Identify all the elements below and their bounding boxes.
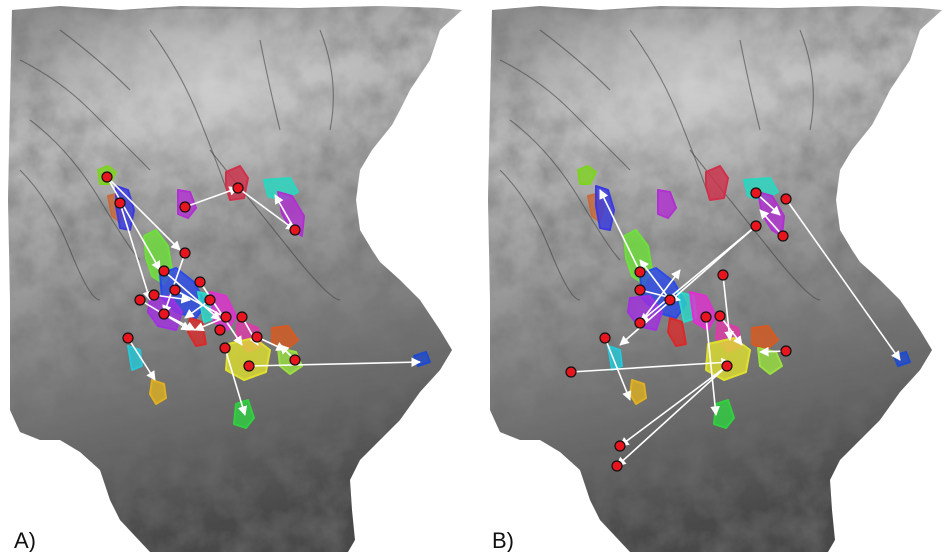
origin-point <box>664 294 676 306</box>
origin-point <box>777 230 789 242</box>
movement-arrow <box>163 270 221 321</box>
origin-point <box>158 308 170 320</box>
origin-point <box>232 182 244 194</box>
zone-polygon <box>751 325 779 351</box>
panel-b: B) <box>488 6 942 552</box>
origin-point <box>611 460 623 472</box>
movement-arrow <box>570 357 731 373</box>
origin-point <box>169 284 181 296</box>
origin-point <box>179 201 191 213</box>
movement-arrow <box>785 198 901 361</box>
origin-point <box>236 311 248 323</box>
origin-point <box>634 317 646 329</box>
origin-point <box>614 440 626 452</box>
origin-point <box>219 342 231 354</box>
movement-arrow <box>106 176 161 271</box>
origin-point <box>214 324 226 336</box>
origin-point <box>243 360 255 372</box>
movement-arrow <box>248 357 421 368</box>
movement-arrow <box>153 294 191 304</box>
origin-point <box>204 294 216 306</box>
origin-point <box>158 265 170 277</box>
movement-arrow <box>616 365 728 467</box>
movement-arrow <box>274 194 296 231</box>
movement-arrow <box>162 252 186 315</box>
movement-arrow <box>106 176 181 251</box>
movement-arrow <box>599 189 641 273</box>
zone-polygon <box>667 317 687 347</box>
origin-point <box>714 310 726 322</box>
movement-arrow <box>619 365 728 447</box>
origin-point <box>251 331 263 343</box>
movement-arrow <box>639 269 681 324</box>
origin-point <box>634 284 646 296</box>
river-network <box>499 29 821 301</box>
zone-polygon <box>149 379 167 405</box>
highland-shading <box>10 8 440 260</box>
panel-label: B) <box>492 528 514 552</box>
origin-point <box>148 289 160 301</box>
movement-arrow <box>719 315 743 346</box>
movement-arrow <box>127 337 156 381</box>
panel-a: A) <box>8 6 462 552</box>
origin-point <box>750 220 762 232</box>
zone-polygon <box>657 189 677 219</box>
movement-arrow <box>722 274 734 341</box>
origin-point <box>780 345 792 357</box>
origin-point <box>750 187 762 199</box>
origin-point <box>634 266 646 278</box>
origin-point <box>101 171 113 183</box>
origin-point <box>114 197 126 209</box>
zone-polygon <box>127 345 143 371</box>
zone-polygon <box>577 165 597 185</box>
movement-arrow <box>119 202 153 301</box>
arrows <box>570 189 901 467</box>
origin-point <box>721 360 733 372</box>
origin-point <box>220 311 232 323</box>
zone-polygon <box>705 337 751 381</box>
highland-shading <box>490 8 920 260</box>
movement-arrow <box>759 209 784 237</box>
movement-arrow <box>237 187 296 231</box>
origin-point <box>700 311 712 323</box>
movement-arrow <box>639 259 671 301</box>
points <box>101 171 301 372</box>
movement-arrow <box>224 347 248 416</box>
movement-arrow <box>184 186 239 208</box>
origin-point <box>179 247 191 259</box>
origin-point <box>194 276 206 288</box>
origin-point <box>780 193 792 205</box>
origin-point <box>122 332 134 344</box>
zone-polygon <box>705 165 729 201</box>
panel-label: A) <box>14 528 36 552</box>
origin-point <box>134 294 146 306</box>
origin-point <box>289 224 301 236</box>
origin-point <box>565 366 577 378</box>
origin-point <box>717 269 729 281</box>
points <box>565 187 792 472</box>
movement-arrow <box>705 316 720 416</box>
origin-point <box>599 332 611 344</box>
origin-point <box>289 354 301 366</box>
